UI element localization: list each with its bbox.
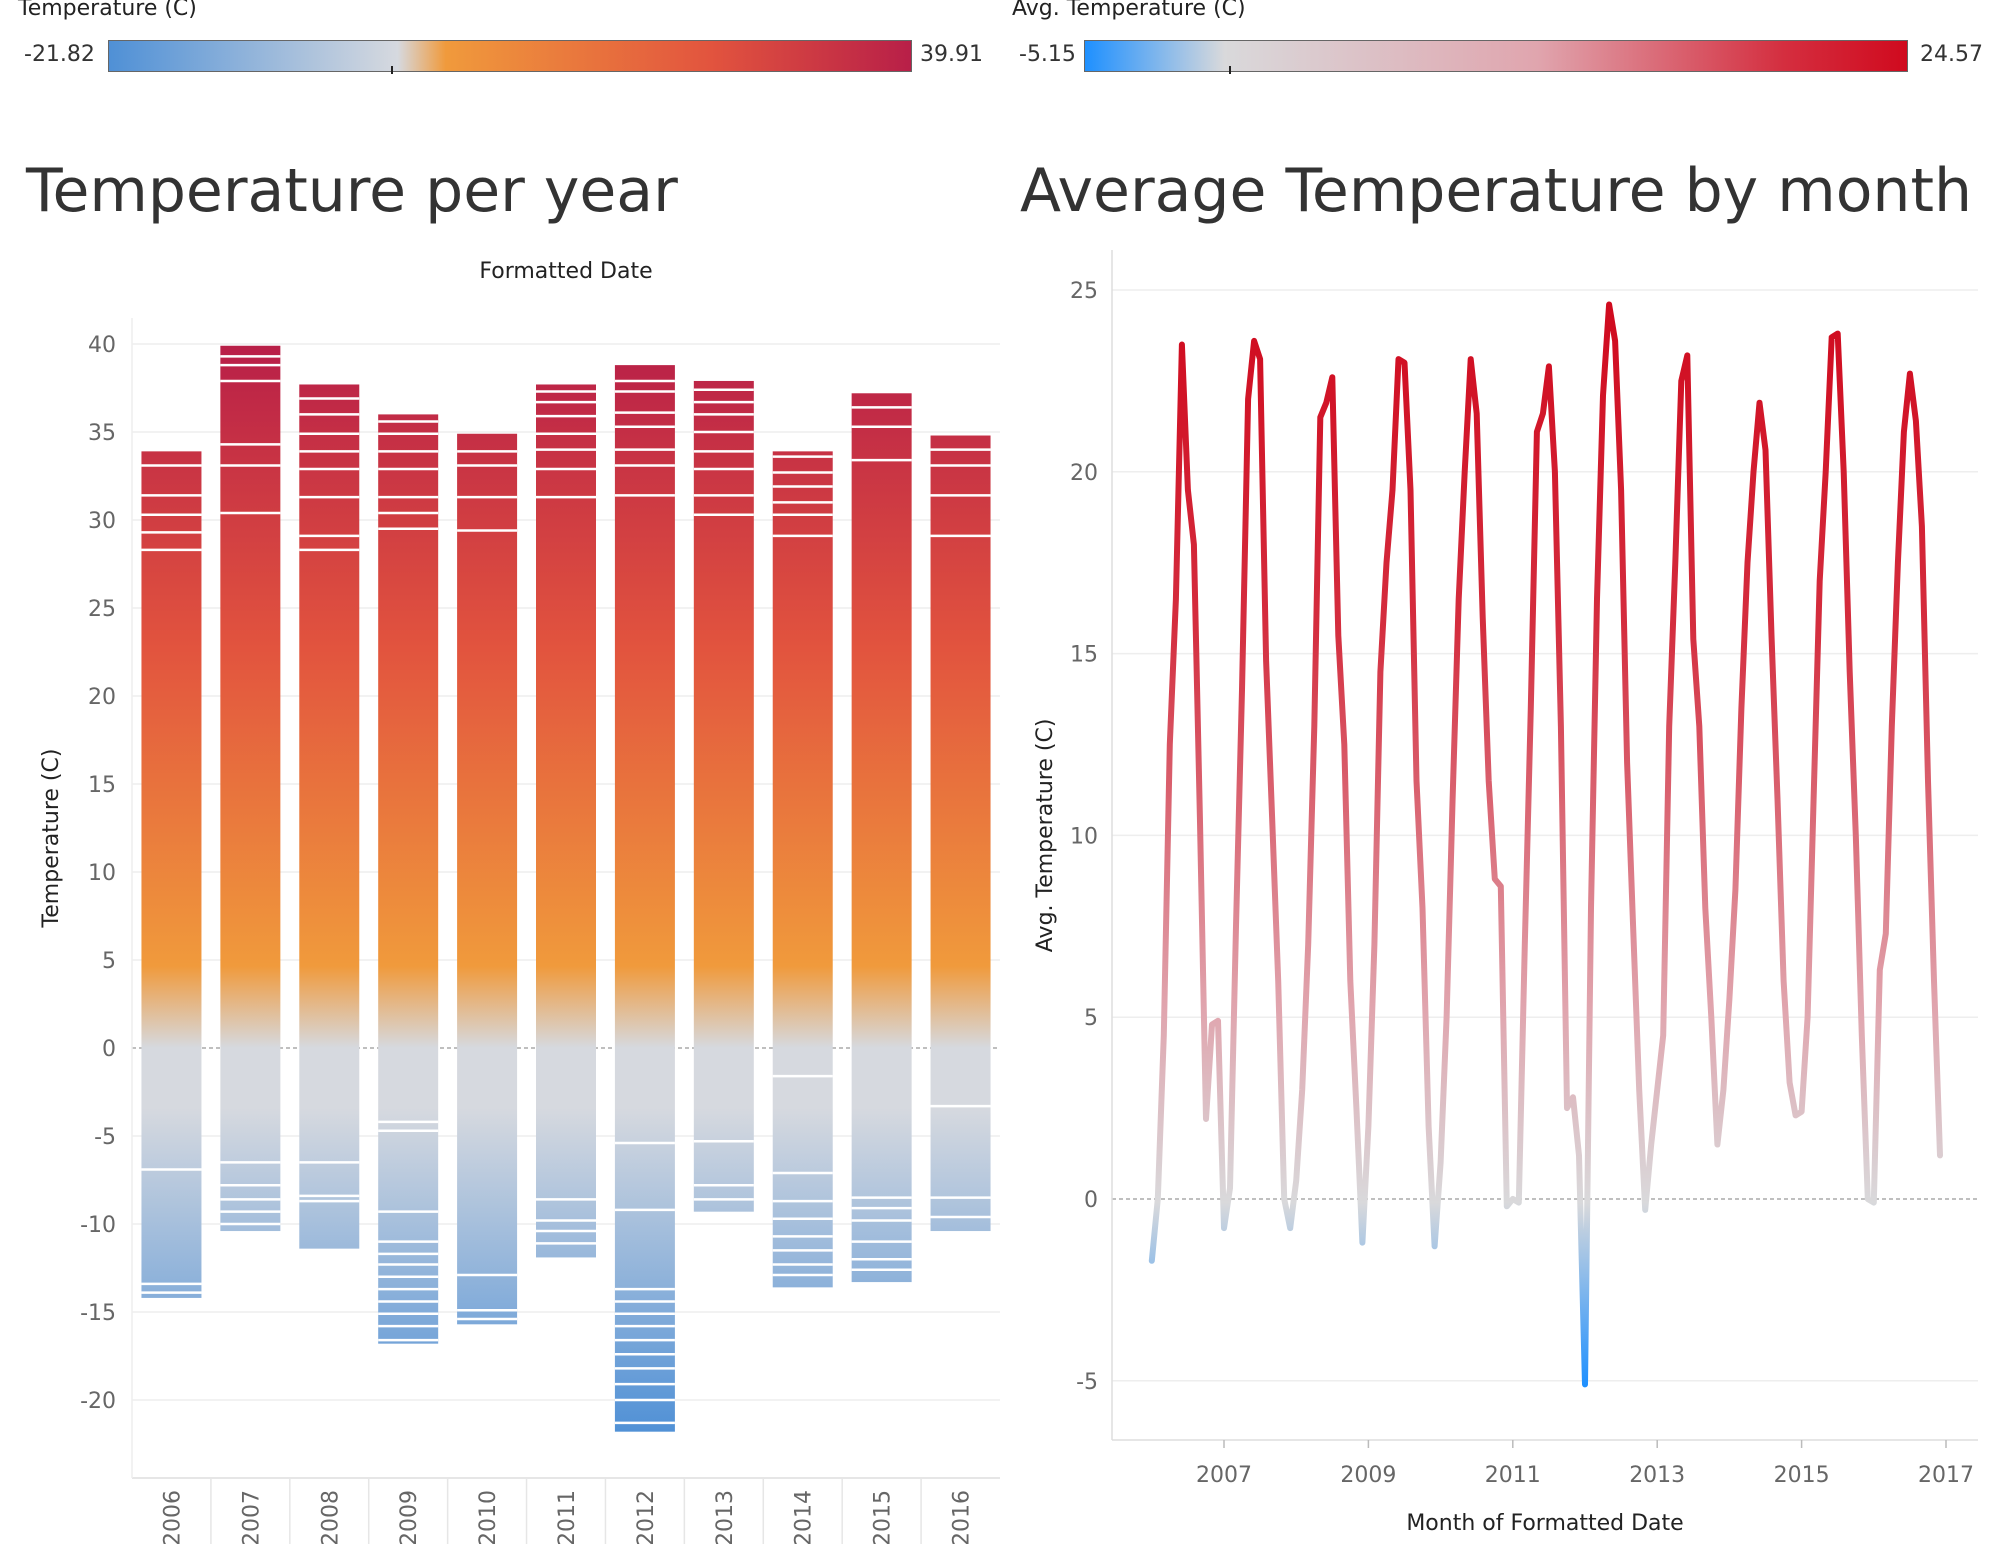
bar-x-tick-label: 2015 [871, 1490, 896, 1544]
bar-2009 [378, 414, 439, 1344]
line-y-tick-label: 10 [1070, 824, 1098, 849]
bar-2007 [220, 345, 281, 1232]
bar-y-tick-label: 0 [102, 1037, 116, 1062]
bar-2013 [693, 380, 754, 1212]
right-legend-zero-tick [1229, 66, 1231, 74]
line-x-tick-label: 2011 [1485, 1463, 1541, 1488]
right-legend-min: -5.15 [1019, 42, 1076, 67]
line-x-tick-label: 2015 [1774, 1463, 1830, 1488]
bar-y-tick-label: 40 [88, 333, 116, 358]
bar-y-tick-label: -15 [80, 1301, 116, 1326]
line-y-tick-label: 25 [1070, 279, 1098, 304]
bar-2010 [457, 433, 518, 1325]
bar-2012 [614, 365, 675, 1432]
bar-y-tick-label: -5 [94, 1125, 116, 1150]
bar-column-header: Formatted Date [479, 259, 652, 284]
line-x-tick-label: 2007 [1196, 1463, 1252, 1488]
line-y-tick-label: -5 [1076, 1370, 1098, 1395]
bar-x-tick-label: 2016 [950, 1490, 975, 1544]
line-x-tick-label: 2013 [1629, 1463, 1685, 1488]
bar-y-axis-title: Temperature (C) [39, 749, 64, 929]
line-x-axis-title: Month of Formatted Date [1406, 1511, 1683, 1536]
bar-y-tick-label: -20 [80, 1389, 116, 1414]
line-y-tick-label: 15 [1070, 643, 1098, 668]
bar-x-tick-label: 2014 [792, 1490, 817, 1544]
bar-x-tick-label: 2006 [160, 1490, 185, 1544]
avg-temperature-line [1148, 301, 1943, 1388]
bar-2011 [536, 384, 596, 1258]
bar-y-tick-label: 35 [88, 421, 116, 446]
bar-x-tick-label: 2009 [397, 1490, 422, 1544]
line-y-tick-label: 20 [1070, 461, 1098, 486]
bar-x-tick-label: 2010 [476, 1490, 501, 1544]
bar-x-tick-label: 2007 [239, 1490, 264, 1544]
bar-x-tick-label: 2008 [318, 1490, 343, 1544]
line-x-tick-label: 2017 [1918, 1463, 1974, 1488]
bar-x-tick-label: 2012 [634, 1490, 659, 1544]
line-y-tick-label: 5 [1084, 1006, 1098, 1031]
line-y-axis-title: Avg. Temperature (C) [1033, 719, 1058, 953]
bar-2008 [299, 384, 360, 1249]
line-x-tick-label: 2009 [1340, 1463, 1396, 1488]
bar-y-tick-label: 15 [88, 773, 116, 798]
bar-2006 [141, 451, 202, 1298]
left-legend-colorbar [108, 40, 912, 72]
left-legend-max: 39.91 [920, 42, 983, 67]
bar-y-tick-label: -10 [80, 1213, 116, 1238]
bar-chart-title: Temperature per year [26, 156, 678, 226]
right-legend-title: Avg. Temperature (C) [1012, 0, 1246, 21]
bar-y-tick-label: 25 [88, 597, 116, 622]
bar-y-tick-label: 30 [88, 509, 116, 534]
line-y-tick-label: 0 [1084, 1188, 1098, 1213]
left-legend-zero-tick [391, 66, 393, 74]
bar-2014 [772, 451, 833, 1288]
line-chart-title: Average Temperature by month [1020, 156, 1973, 226]
bar-x-tick-label: 2013 [713, 1490, 738, 1544]
bar-y-tick-label: 10 [88, 861, 116, 886]
left-legend-min: -21.82 [24, 42, 95, 67]
bar-2015 [851, 393, 912, 1283]
right-legend-max: 24.57 [1920, 42, 1983, 67]
left-legend-title: Temperature (C) [18, 0, 197, 21]
bar-y-tick-label: 20 [88, 685, 116, 710]
bar-y-tick-label: 5 [102, 949, 116, 974]
bar-x-tick-label: 2011 [555, 1490, 580, 1544]
right-legend-colorbar [1084, 40, 1908, 72]
bar-2016 [930, 435, 991, 1232]
